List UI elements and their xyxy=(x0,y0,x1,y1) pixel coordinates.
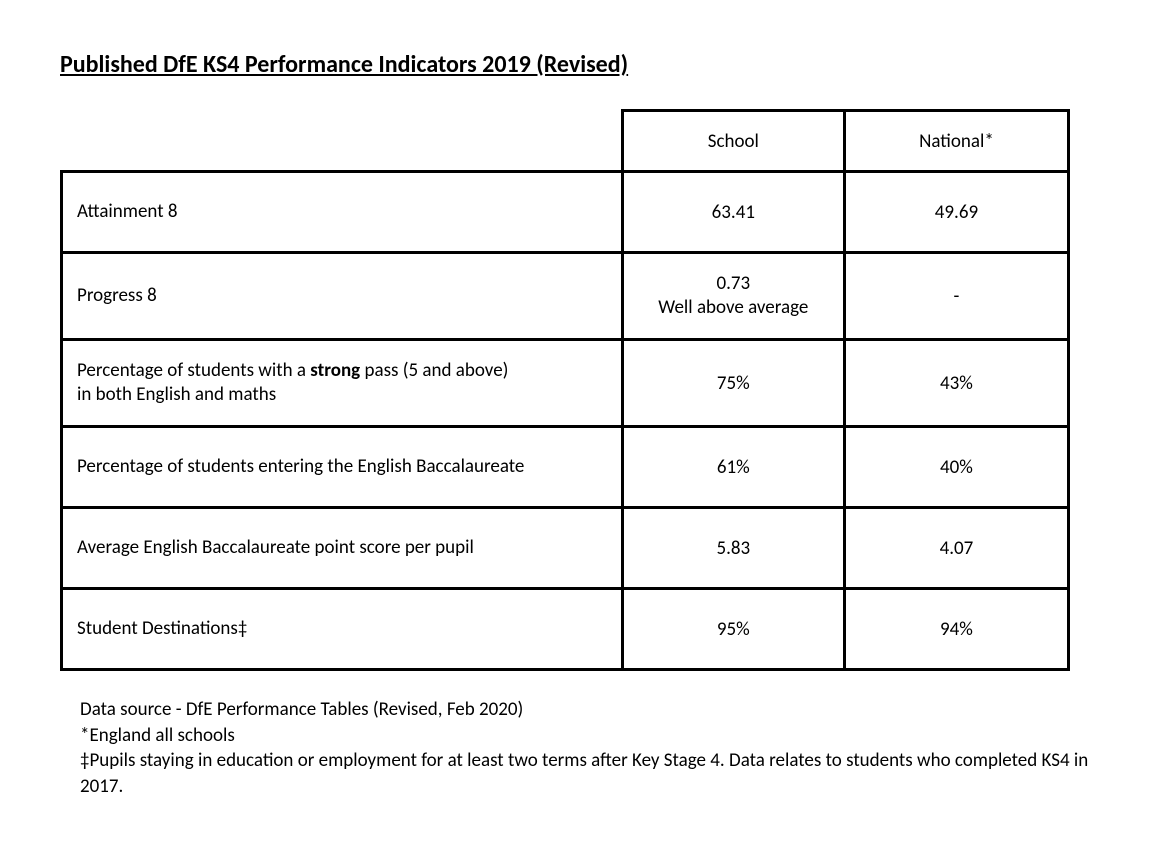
row-label: Attainment 8 xyxy=(62,172,623,253)
header-school: School xyxy=(622,111,844,172)
row-school: 75% xyxy=(622,340,844,427)
row-label: Progress 8 xyxy=(62,253,623,340)
footnotes: Data source - DfE Performance Tables (Re… xyxy=(60,697,1115,800)
row-label: Average English Baccalaureate point scor… xyxy=(62,508,623,589)
row-school: 5.83 xyxy=(622,508,844,589)
row-national: - xyxy=(844,253,1068,340)
performance-table: School National* Attainment 8 63.41 49.6… xyxy=(60,109,1070,671)
table-row: Average English Baccalaureate point scor… xyxy=(62,508,1069,589)
header-national: National* xyxy=(844,111,1068,172)
school-value-line2: Well above average xyxy=(658,296,808,319)
row-national: 43% xyxy=(844,340,1068,427)
label-post1: pass (5 and above) xyxy=(360,359,508,382)
row-national: 40% xyxy=(844,427,1068,508)
label-pre: Percentage of students with a xyxy=(77,359,310,382)
page: Published DfE KS4 Performance Indicators… xyxy=(0,0,1175,840)
table-row: Progress 8 0.73 Well above average - xyxy=(62,253,1069,340)
table-row: Percentage of students entering the Engl… xyxy=(62,427,1069,508)
row-school: 61% xyxy=(622,427,844,508)
table-header-row: School National* xyxy=(62,111,1069,172)
row-school: 63.41 xyxy=(622,172,844,253)
header-blank xyxy=(62,111,623,172)
row-national: 4.07 xyxy=(844,508,1068,589)
row-school: 95% xyxy=(622,589,844,670)
row-school: 0.73 Well above average xyxy=(622,253,844,340)
page-title: Published DfE KS4 Performance Indicators… xyxy=(60,50,1115,79)
footnote-line: Data source - DfE Performance Tables (Re… xyxy=(80,697,1115,723)
label-post2: in both English and maths xyxy=(77,383,276,406)
footnote-line: ‡Pupils staying in education or employme… xyxy=(80,748,1115,799)
row-label: Percentage of students with a strong pas… xyxy=(62,340,623,427)
row-national: 94% xyxy=(844,589,1068,670)
school-value-line1: 0.73 xyxy=(716,272,750,295)
table-row: Student Destinations‡ 95% 94% xyxy=(62,589,1069,670)
row-label: Student Destinations‡ xyxy=(62,589,623,670)
row-national: 49.69 xyxy=(844,172,1068,253)
table-row: Attainment 8 63.41 49.69 xyxy=(62,172,1069,253)
label-strong: strong xyxy=(310,359,360,382)
row-label: Percentage of students entering the Engl… xyxy=(62,427,623,508)
table-row: Percentage of students with a strong pas… xyxy=(62,340,1069,427)
footnote-line: *England all schools xyxy=(80,723,1115,749)
